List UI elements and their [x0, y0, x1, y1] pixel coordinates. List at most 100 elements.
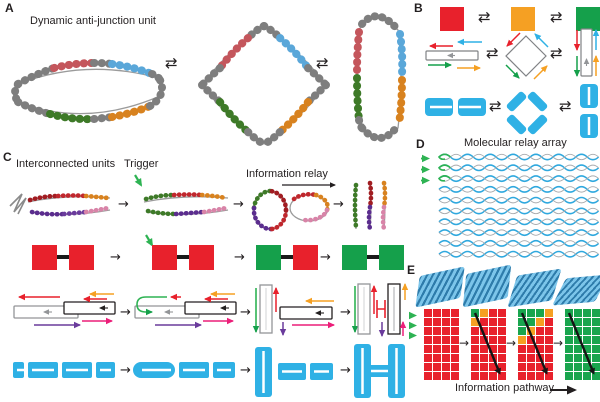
domain-relay-propagating	[255, 347, 333, 397]
grid-cell	[592, 336, 600, 344]
grid-cell	[424, 354, 432, 362]
grid-cell	[498, 354, 506, 362]
grid-cell	[583, 354, 591, 362]
arrow-icon: →	[120, 363, 131, 378]
equilibrium-arrow-icon: ⇄	[559, 97, 572, 115]
grid-cell	[527, 363, 535, 371]
domain-relay-triggered	[133, 362, 235, 378]
grid-cell	[545, 363, 553, 371]
grid-cell	[545, 345, 553, 353]
grid-cell	[451, 318, 459, 326]
grid-cell	[592, 309, 600, 317]
grid-cell	[498, 363, 506, 371]
grid-cell	[451, 336, 459, 344]
grid-cell	[480, 318, 488, 326]
equilibrium-arrow-icon: ⇄	[165, 54, 178, 72]
grid-cell	[574, 372, 582, 380]
strand-relay-initial	[13, 291, 116, 329]
grid-cell	[489, 363, 497, 371]
grid-cell	[518, 309, 526, 317]
unit-square	[32, 245, 57, 270]
grid-cell	[451, 354, 459, 362]
grid-cell	[489, 372, 497, 380]
grid-cell	[527, 345, 535, 353]
dna-unit-chain-relaying	[251, 188, 330, 232]
grid-cell	[536, 309, 544, 317]
grid-cell	[471, 318, 479, 326]
grid-cell	[574, 354, 582, 362]
state-grid	[518, 309, 553, 380]
dna-unit-chain-initial	[9, 193, 111, 217]
anti-junction-unit-closed-flat	[11, 59, 166, 124]
grid-cell	[498, 336, 506, 344]
grid-cell	[565, 363, 573, 371]
arrow-icon: →	[240, 363, 251, 378]
arrow-icon: →	[120, 305, 131, 320]
panel-e-label: E	[407, 263, 416, 277]
arrow-icon: →	[110, 250, 121, 265]
grid-cell	[433, 363, 441, 371]
state-square-red	[440, 7, 464, 31]
grid-cell	[592, 327, 600, 335]
grid-cell	[574, 309, 582, 317]
equilibrium-arrow-icon: ⇄	[489, 97, 502, 115]
relay-direction-arrow	[282, 182, 336, 188]
square-unit-state	[32, 245, 94, 270]
grid-cell	[518, 345, 526, 353]
grid-cell	[583, 327, 591, 335]
grid-cell	[480, 327, 488, 335]
grid-cell	[536, 318, 544, 326]
trigger-arrow-icon	[145, 234, 154, 247]
grid-cell	[498, 372, 506, 380]
arrow-icon: →	[234, 250, 245, 265]
equilibrium-arrow-icon: ⇄	[486, 44, 499, 62]
grid-cell	[480, 363, 488, 371]
green-input-arrow-icon	[409, 331, 417, 340]
domain-relay-final	[354, 344, 405, 398]
grid-cell	[489, 309, 497, 317]
unit-square	[293, 245, 318, 270]
state-square-green	[576, 7, 600, 31]
square-unit-state	[342, 245, 404, 270]
grid-cell	[536, 345, 544, 353]
grid-cell	[498, 345, 506, 353]
strand-relay-propagating	[252, 284, 335, 336]
grid-cell	[433, 309, 441, 317]
green-input-arrow-icon	[421, 154, 430, 163]
grid-cell	[424, 309, 432, 317]
grid-cell	[442, 354, 450, 362]
information-relay-label: Information relay	[246, 168, 328, 180]
grid-cell	[433, 336, 441, 344]
grid-cell	[545, 318, 553, 326]
grid-cell	[518, 354, 526, 362]
grid-cell	[498, 309, 506, 317]
state-grid	[565, 309, 600, 380]
grid-cell	[536, 327, 544, 335]
grid-cell	[518, 318, 526, 326]
strand-diagram-flat	[425, 38, 482, 72]
grid-cell	[471, 327, 479, 335]
grid-cell	[442, 345, 450, 353]
arrow-icon: →	[553, 336, 564, 350]
grid-cell	[518, 327, 526, 335]
strand-relay-final	[352, 283, 409, 337]
grid-cell	[480, 354, 488, 362]
grid-cell	[565, 354, 573, 362]
grid-cell	[565, 336, 573, 344]
grid-cell	[433, 327, 441, 335]
green-input-arrow-icon	[409, 311, 417, 320]
grid-cell	[433, 345, 441, 353]
unit-square	[379, 245, 404, 270]
grid-cell	[442, 309, 450, 317]
grid-cell	[480, 345, 488, 353]
grid-cell	[518, 363, 526, 371]
grid-cell	[424, 363, 432, 371]
grid-cell	[536, 336, 544, 344]
grid-cell	[545, 336, 553, 344]
relay-array-title: Molecular relay array	[464, 137, 567, 149]
grid-cell	[498, 327, 506, 335]
grid-cell	[424, 318, 432, 326]
grid-cell	[433, 372, 441, 380]
arrow-icon: →	[233, 197, 244, 212]
